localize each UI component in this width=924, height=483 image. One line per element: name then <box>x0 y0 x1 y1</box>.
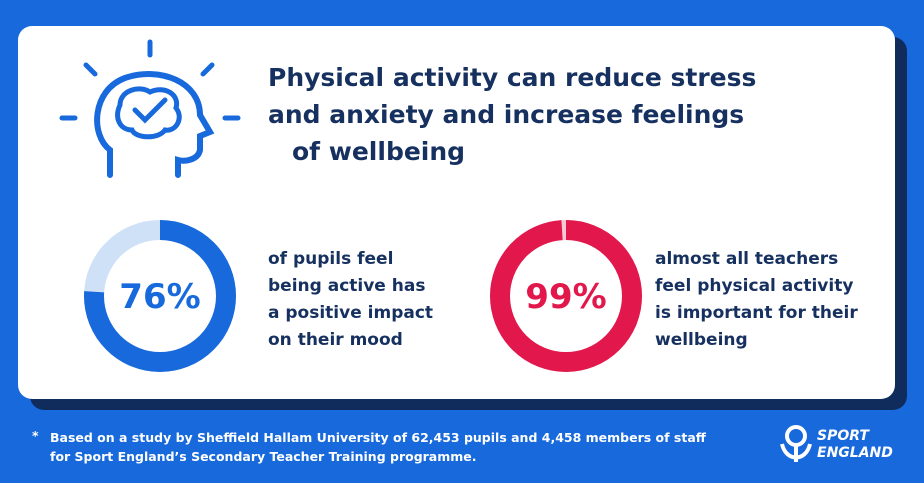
head-icon <box>59 39 241 178</box>
title-line: of wellbeing <box>292 137 465 166</box>
stats: 76% of pupils feel being active has a posit… <box>84 220 858 372</box>
title: Physical activity can reduce stress and a… <box>268 63 756 166</box>
stat-text: being active has <box>268 276 425 296</box>
footnote-line: for Sport England’s Secondary Teacher Tr… <box>50 449 477 464</box>
title-line: and anxiety and increase feelings <box>268 100 744 129</box>
stat-text: is important for their <box>655 303 858 323</box>
footnote-marker: * <box>32 428 39 443</box>
stat-text: wellbeing <box>655 330 748 350</box>
logo-text: ENGLAND <box>817 445 893 461</box>
stat-text: a positive impact <box>268 303 433 323</box>
donut-arc <box>490 220 642 372</box>
title-line: Physical activity can reduce stress <box>268 63 756 92</box>
footnote: * Based on a study by Sheffield Hallam Un… <box>32 428 707 464</box>
stat-text: almost all teachers <box>655 249 838 269</box>
donut-arc <box>84 220 236 372</box>
stat-text: of pupils feel <box>268 249 393 269</box>
donut-label: 76% <box>119 277 200 317</box>
stat-text: feel physical activity <box>655 276 853 296</box>
donut-label: 99% <box>525 277 606 317</box>
footnote-line: Based on a study by Sheffield Hallam Uni… <box>50 430 707 445</box>
logo-text: SPORT <box>817 428 870 444</box>
stat-text: on their mood <box>268 330 403 350</box>
logo: SPORT ENGLAND <box>780 425 893 462</box>
